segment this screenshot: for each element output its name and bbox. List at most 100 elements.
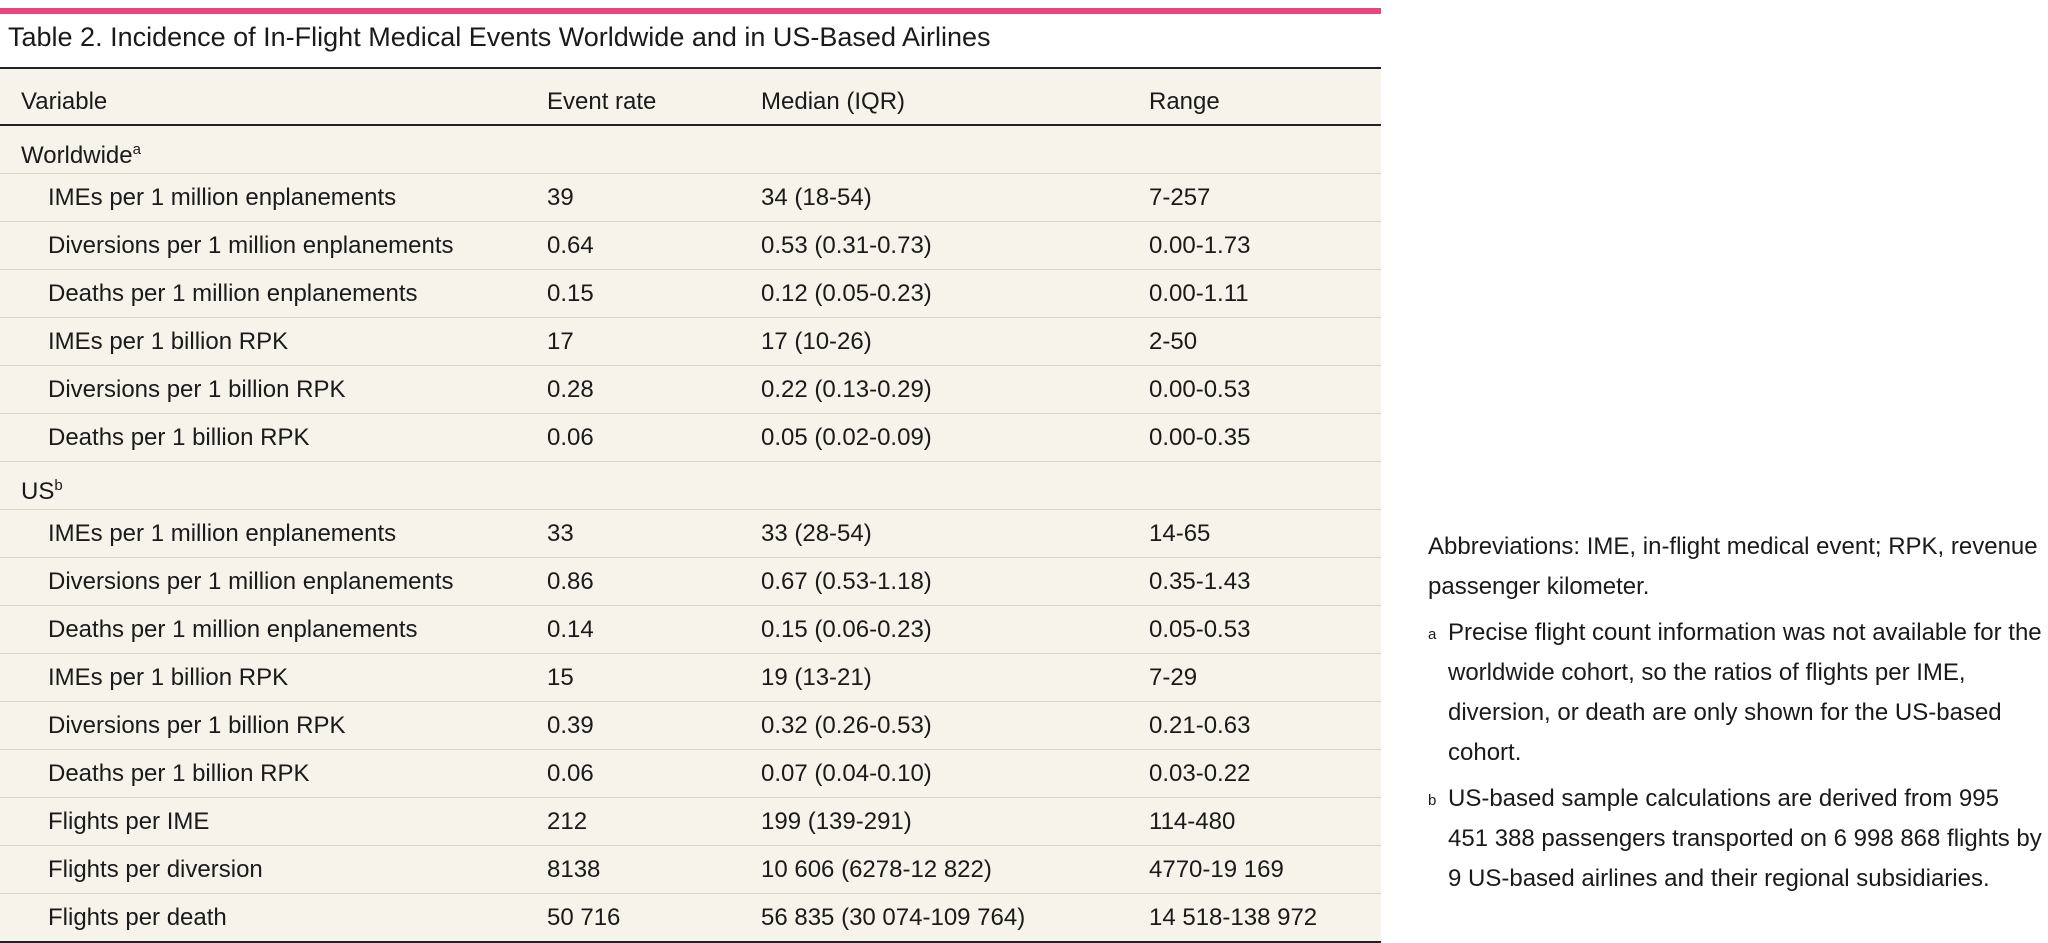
table-title: Table 2. Incidence of In-Flight Medical … (8, 22, 991, 52)
cell: IMEs per 1 million enplanements (48, 520, 397, 547)
data-row: Flights per death 50 716 56 835 (30 074-10… (0, 893, 1381, 941)
cell: 0.67 (0.53-1.18) (761, 568, 932, 595)
cell: Deaths per 1 billion RPK (48, 424, 310, 451)
footnote-mark: b (1428, 792, 1437, 809)
data-row: Deaths per 1 billion RPK 0.06 0.05 (0.02-0… (0, 413, 1381, 461)
cell: 0.00-0.35 (1149, 424, 1251, 451)
table: Variable Event rate Median (IQR) Range World… (0, 67, 1381, 943)
cell: 14-65 (1149, 520, 1211, 547)
cell: 0.05 (0.02-0.09) (761, 424, 932, 451)
cell: 2-50 (1149, 328, 1198, 355)
cell: Deaths per 1 billion RPK (48, 760, 310, 787)
group-name: US (21, 478, 55, 505)
group-label: Worldwidea (21, 126, 141, 179)
group-row: USb (0, 461, 1381, 509)
column-header: Variable (21, 88, 108, 115)
cell: 0.28 (547, 376, 594, 403)
cell: Flights per death (48, 904, 227, 931)
cell: 0.39 (547, 712, 594, 739)
cell: 0.00-1.73 (1149, 232, 1251, 259)
data-row: Diversions per 1 million enplanements 0.6… (0, 221, 1381, 269)
cell: 0.00-0.53 (1149, 376, 1251, 403)
cell: 0.06 (547, 760, 594, 787)
data-row: IMEs per 1 million enplanements 33 33 (28-… (0, 509, 1381, 557)
cell: 0.00-1.11 (1149, 280, 1249, 307)
cell: Diversions per 1 million enplanements (48, 568, 454, 595)
group-label: USb (21, 462, 63, 515)
cell: 10 606 (6278-12 822) (761, 856, 992, 883)
cell: 7-29 (1149, 664, 1198, 691)
cell: Diversions per 1 billion RPK (48, 712, 346, 739)
cell: Flights per IME (48, 808, 210, 835)
cell: 14 518-138 972 (1149, 904, 1318, 931)
footnote-mark: a (1428, 626, 1437, 643)
column-header: Median (IQR) (761, 88, 906, 115)
cell: 0.64 (547, 232, 594, 259)
cell: 0.53 (0.31-0.73) (761, 232, 932, 259)
group-row: Worldwidea (0, 126, 1381, 173)
cell: 114-480 (1149, 808, 1236, 835)
cell: 17 (547, 328, 574, 355)
cell: 0.22 (0.13-0.29) (761, 376, 932, 403)
cell: 15 (547, 664, 574, 691)
cell: 34 (18-54) (761, 184, 872, 211)
footnote-ref: b (54, 477, 63, 494)
cell: 199 (139-291) (761, 808, 912, 835)
column-header: Event rate (547, 88, 657, 115)
cell: 0.35-1.43 (1149, 568, 1251, 595)
cell: 0.12 (0.05-0.23) (761, 280, 932, 307)
cell: 0.14 (547, 616, 594, 643)
accent-bar (0, 8, 1381, 14)
footnotes: Abbreviations: IME, in-flight medical ev… (1428, 527, 2043, 899)
cell: Deaths per 1 million enplanements (48, 280, 418, 307)
cell: 0.05-0.53 (1149, 616, 1251, 643)
cell: IMEs per 1 billion RPK (48, 664, 289, 691)
cell: 0.86 (547, 568, 594, 595)
header-row: Variable Event rate Median (IQR) Range (0, 69, 1381, 126)
data-row: Flights per IME 212 199 (139-291) 114-480 (0, 797, 1381, 845)
data-row: Deaths per 1 billion RPK 0.06 0.07 (0.04-0… (0, 749, 1381, 797)
cell: Flights per diversion (48, 856, 263, 883)
data-row: Diversions per 1 million enplanements 0.8… (0, 557, 1381, 605)
cell: 7-257 (1149, 184, 1211, 211)
footnote: a Precise flight count information was no… (1428, 613, 2043, 773)
group-name: Worldwide (21, 142, 133, 169)
data-row: Diversions per 1 billion RPK 0.28 0.22 (0.… (0, 365, 1381, 413)
cell: IMEs per 1 million enplanements (48, 184, 397, 211)
cell: IMEs per 1 billion RPK (48, 328, 289, 355)
cell: 0.15 (0.06-0.23) (761, 616, 932, 643)
cell: 0.07 (0.04-0.10) (761, 760, 932, 787)
data-row: IMEs per 1 billion RPK 15 19 (13-21) 7-29 (0, 653, 1381, 701)
data-row: IMEs per 1 billion RPK 17 17 (10-26) 2-50 (0, 317, 1381, 365)
data-row: Diversions per 1 billion RPK 0.39 0.32 (0.… (0, 701, 1381, 749)
cell: 56 835 (30 074-109 764) (761, 904, 1026, 931)
cell: 0.15 (547, 280, 594, 307)
cell: 212 (547, 808, 588, 835)
cell: 39 (547, 184, 574, 211)
cell: 0.32 (0.26-0.53) (761, 712, 932, 739)
cell: Deaths per 1 million enplanements (48, 616, 418, 643)
cell: Diversions per 1 billion RPK (48, 376, 346, 403)
cell: 4770-19 169 (1149, 856, 1284, 883)
cell: 8138 (547, 856, 601, 883)
cell: 17 (10-26) (761, 328, 872, 355)
cell: Diversions per 1 million enplanements (48, 232, 454, 259)
cell: 50 716 (547, 904, 621, 931)
cell: 0.03-0.22 (1149, 760, 1251, 787)
cell: 19 (13-21) (761, 664, 872, 691)
footnote-ref: a (132, 141, 141, 158)
data-row: Flights per diversion 8138 10 606 (6278-12… (0, 845, 1381, 893)
footnote-text: US-based sample calculations are derived… (1448, 785, 2042, 892)
footnote-text: Precise flight count information was not… (1448, 619, 2042, 766)
abbreviations: Abbreviations: IME, in-flight medical ev… (1428, 533, 2038, 600)
data-row: Deaths per 1 million enplanements 0.15 0.1… (0, 269, 1381, 317)
cell: 33 (547, 520, 574, 547)
data-row: Deaths per 1 million enplanements 0.14 0.1… (0, 605, 1381, 653)
cell: 0.21-0.63 (1149, 712, 1251, 739)
cell: 0.06 (547, 424, 594, 451)
column-header: Range (1149, 88, 1220, 115)
cell: 33 (28-54) (761, 520, 872, 547)
data-row: IMEs per 1 million enplanements 39 34 (18-… (0, 173, 1381, 221)
footnote: b US-based sample calculations are derive… (1428, 779, 2043, 899)
